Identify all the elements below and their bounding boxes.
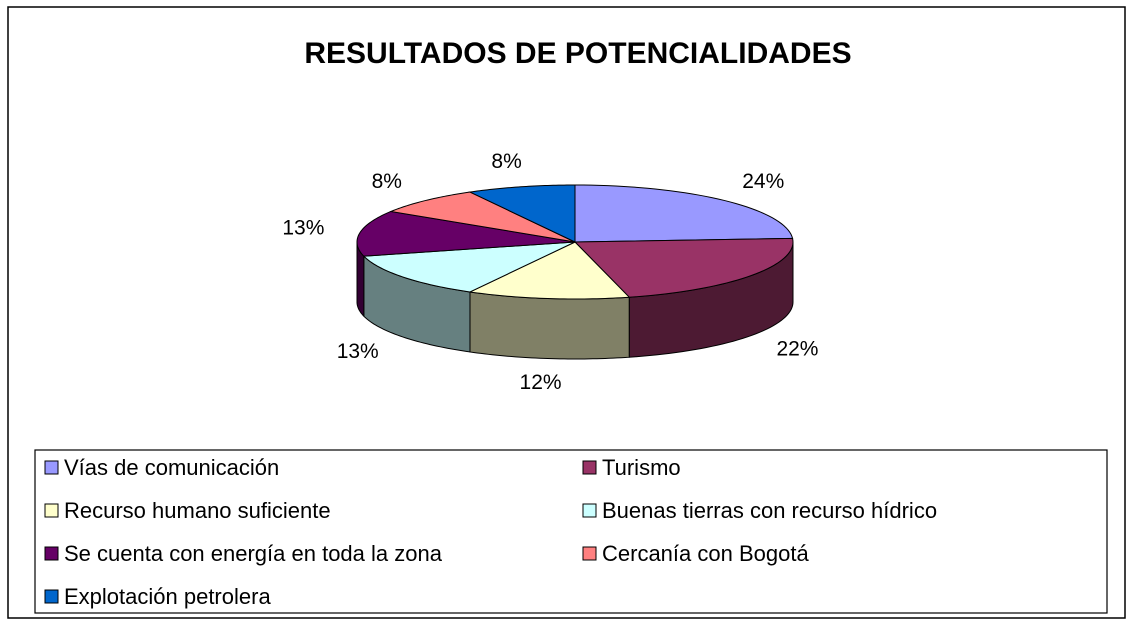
data-label: 13%	[282, 217, 324, 240]
legend-label: Turismo	[602, 455, 681, 480]
legend-swatch	[582, 460, 597, 475]
legend-box	[34, 449, 1108, 614]
legend-swatch	[44, 589, 59, 604]
data-label: 12%	[520, 371, 562, 394]
data-label: 13%	[337, 340, 379, 363]
legend-label: Buenas tierras con recurso hídrico	[602, 498, 937, 523]
pie-slice	[573, 237, 794, 298]
pie-side	[469, 291, 630, 360]
legend-swatch	[44, 503, 59, 518]
data-label: 24%	[742, 170, 784, 193]
pie-slice	[468, 184, 576, 243]
legend-swatch	[582, 503, 597, 518]
pie-slice	[574, 184, 794, 243]
pie-slice	[362, 241, 576, 293]
legend-label: Explotación petrolera	[64, 584, 271, 609]
legend-swatch	[44, 546, 59, 561]
legend-swatch	[582, 546, 597, 561]
legend-swatch	[44, 460, 59, 475]
chart-title: RESULTADOS DE POTENCIALIDADES	[304, 37, 851, 70]
pie-slice	[389, 191, 576, 243]
data-label: 8%	[491, 150, 521, 173]
pie-slice	[468, 241, 631, 300]
legend-label: Recurso humano suficiente	[64, 498, 331, 523]
pie-slice	[356, 210, 576, 257]
legend-label: Vías de comunicación	[64, 455, 279, 480]
data-label: 8%	[372, 170, 402, 193]
legend-label: Se cuenta con energía en toda la zona	[64, 541, 443, 566]
legend-label: Cercanía con Bogotá	[602, 541, 809, 566]
data-label: 22%	[776, 338, 818, 361]
